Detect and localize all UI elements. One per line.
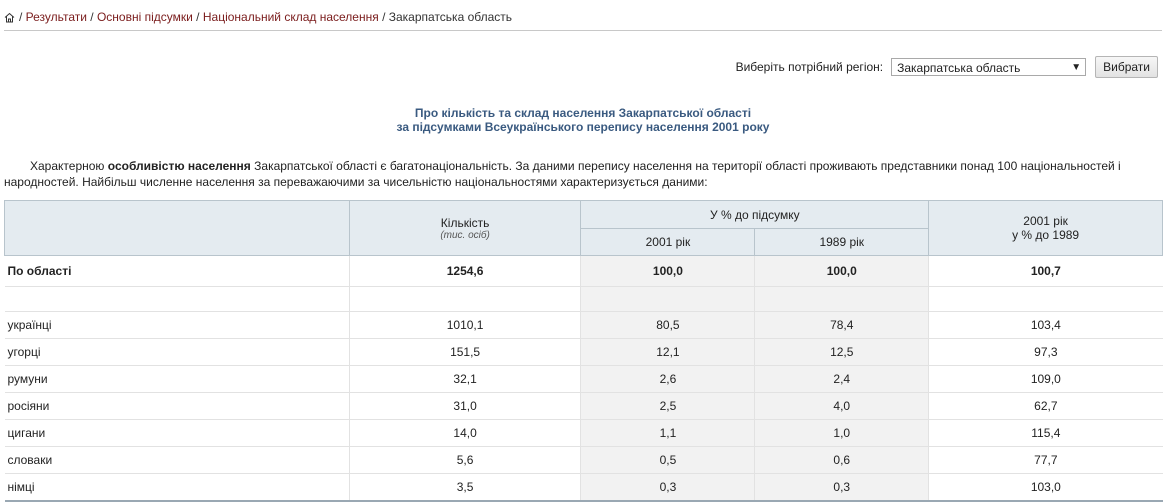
header-1989: 1989 рік <box>754 228 930 256</box>
breadcrumb-main-results-link[interactable]: Основні підсумки <box>96 10 193 24</box>
cell-count: 14,0 <box>348 419 581 447</box>
cell-p1989: 4,0 <box>754 392 929 420</box>
header-divider <box>4 30 1162 31</box>
breadcrumb-results-link[interactable]: Результати <box>25 10 87 24</box>
cell-empty <box>348 286 581 312</box>
cell-p2001: 2,6 <box>580 365 755 393</box>
cell-empty <box>4 286 350 312</box>
cell-change: 115,4 <box>928 419 1163 447</box>
cell-p1989: 0,3 <box>754 473 929 502</box>
cell-count: 1254,6 <box>348 255 581 287</box>
cell-change: 62,7 <box>928 392 1163 420</box>
header-count: Кількість (тис. осіб) <box>348 200 582 256</box>
cell-p1989: 2,4 <box>754 365 929 393</box>
cell-p1989: 100,0 <box>754 255 929 287</box>
cell-empty <box>580 286 755 312</box>
cell-change: 100,7 <box>928 255 1163 287</box>
header-count-unit: (тис. осіб) <box>440 229 490 241</box>
region-select[interactable]: Закарпатська область ▼ <box>891 58 1087 76</box>
cell-empty <box>754 286 929 312</box>
breadcrumb: / Результати / Основні підсумки / Націон… <box>4 10 512 26</box>
table-row-spacer <box>4 286 1163 312</box>
header-percent-group: У % до підсумку <box>580 200 930 229</box>
cell-change: 97,3 <box>928 338 1163 366</box>
page-title: Про кількість та склад населення Закарпа… <box>0 106 1166 134</box>
cell-name: українці <box>4 311 350 339</box>
header-change-line1: 2001 рік <box>1023 214 1068 228</box>
cell-p2001: 12,1 <box>580 338 755 366</box>
cell-p2001: 2,5 <box>580 392 755 420</box>
region-selected-value: Закарпатська область <box>897 61 1021 75</box>
cell-name: цигани <box>4 419 350 447</box>
region-label: Виберіть потрібний регіон: <box>735 60 884 74</box>
table-row: українці 1010,1 80,5 78,4 103,4 <box>4 311 1163 339</box>
cell-change: 77,7 <box>928 446 1163 474</box>
header-change-line2: у % до 1989 <box>1012 228 1080 242</box>
cell-change: 103,0 <box>928 473 1163 502</box>
cell-name: румуни <box>4 365 350 393</box>
cell-p1989: 0,6 <box>754 446 929 474</box>
intro-lead: Характерною <box>30 159 108 173</box>
table-row: цигани 14,0 1,1 1,0 115,4 <box>4 419 1163 447</box>
cell-p2001: 100,0 <box>580 255 755 287</box>
cell-count: 5,6 <box>348 446 581 474</box>
cell-name: По області <box>4 255 350 287</box>
home-icon[interactable] <box>4 12 15 26</box>
region-selector-bar: Виберіть потрібний регіон: Закарпатська … <box>736 56 1158 78</box>
cell-p1989: 78,4 <box>754 311 929 339</box>
cell-count: 151,5 <box>348 338 581 366</box>
page-title-line2: за підсумками Всеукраїнського перепису н… <box>396 120 770 134</box>
population-table: Кількість (тис. осіб) У % до підсумку 20… <box>4 200 1163 502</box>
table-row: румуни 32,1 2,6 2,4 109,0 <box>4 365 1163 393</box>
cell-p2001: 0,5 <box>580 446 755 474</box>
table-row: росіяни 31,0 2,5 4,0 62,7 <box>4 392 1163 420</box>
page-title-line1: Про кількість та склад населення Закарпа… <box>414 106 752 120</box>
cell-p1989: 12,5 <box>754 338 929 366</box>
cell-count: 31,0 <box>348 392 581 420</box>
cell-name: росіяни <box>4 392 350 420</box>
dropdown-arrow-icon: ▼ <box>1071 62 1082 73</box>
header-2001: 2001 рік <box>580 228 756 256</box>
cell-name: словаки <box>4 446 350 474</box>
cell-p2001: 80,5 <box>580 311 755 339</box>
cell-count: 1010,1 <box>348 311 581 339</box>
cell-p1989: 1,0 <box>754 419 929 447</box>
header-name <box>4 200 350 256</box>
cell-p2001: 1,1 <box>580 419 755 447</box>
cell-name: угорці <box>4 338 350 366</box>
intro-rest: Закарпатської області є багатонаціональн… <box>4 159 1121 189</box>
cell-p2001: 0,3 <box>580 473 755 502</box>
choose-button[interactable]: Вибрати <box>1095 56 1158 78</box>
intro-paragraph: Характерною особливістю населення Закарп… <box>4 158 1159 190</box>
cell-change: 109,0 <box>928 365 1163 393</box>
cell-name: німці <box>4 473 350 502</box>
table-row: словаки 5,6 0,5 0,6 77,7 <box>4 446 1163 474</box>
header-change: 2001 рік у % до 1989 <box>928 200 1163 256</box>
cell-change: 103,4 <box>928 311 1163 339</box>
table-row: угорці 151,5 12,1 12,5 97,3 <box>4 338 1163 366</box>
header-count-label: Кількість <box>440 215 490 230</box>
intro-bold: особливістю населення <box>107 159 251 173</box>
breadcrumb-national-composition-link[interactable]: Національний склад населення <box>202 10 379 24</box>
table-row-total: По області 1254,6 100,0 100,0 100,7 <box>4 255 1163 287</box>
cell-count: 32,1 <box>348 365 581 393</box>
breadcrumb-current: Закарпатська область <box>388 10 513 24</box>
cell-empty <box>928 286 1163 312</box>
cell-count: 3,5 <box>348 473 581 502</box>
table-row: німці 3,5 0,3 0,3 103,0 <box>4 473 1163 502</box>
